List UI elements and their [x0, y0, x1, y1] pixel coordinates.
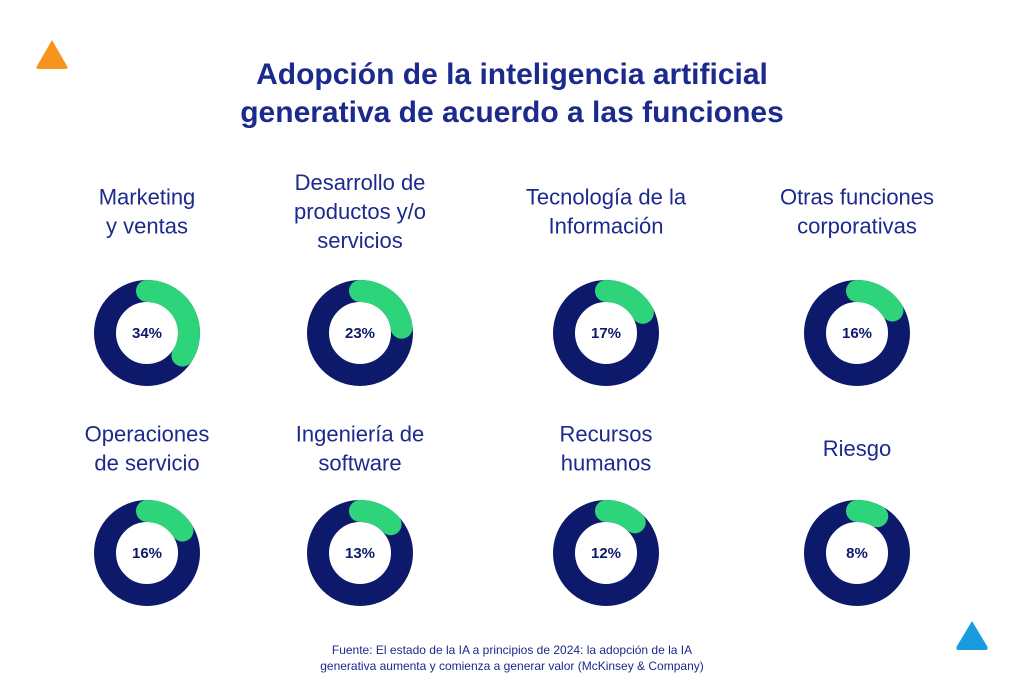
- category-label: Marketing: [99, 184, 196, 209]
- value-label: 16%: [132, 545, 162, 562]
- donut-segment: [136, 280, 200, 367]
- category-label: Otras funciones: [780, 184, 934, 209]
- donut-segment: [595, 500, 646, 534]
- category-label: Ingeniería de: [296, 421, 424, 446]
- value-label: 17%: [591, 325, 621, 342]
- category-label: corporativas: [797, 213, 917, 238]
- source: generativa aumenta y comienza a generar …: [320, 659, 704, 673]
- donut-segment: [349, 500, 402, 536]
- category-label: Riesgo: [823, 436, 891, 461]
- category-label: Recursos: [560, 421, 653, 446]
- value-label: 34%: [132, 325, 162, 342]
- title: generativa de acuerdo a las funciones: [240, 96, 784, 129]
- value-label: 23%: [345, 325, 375, 342]
- value-label: 16%: [842, 325, 872, 342]
- donut-segment: [846, 280, 904, 322]
- category-label: servicios: [317, 228, 403, 253]
- category-label: y ventas: [106, 213, 188, 238]
- category-label: software: [318, 450, 401, 475]
- value-label: 8%: [846, 545, 868, 562]
- category-label: Desarrollo de: [295, 170, 426, 195]
- category-label: Tecnología de la: [526, 184, 687, 209]
- category-label: Operaciones: [85, 421, 210, 446]
- value-label: 12%: [591, 545, 621, 562]
- donut-segment: [136, 500, 194, 542]
- category-label: productos y/o: [294, 199, 426, 224]
- category-label: de servicio: [94, 450, 199, 475]
- decor-triangle: [956, 621, 988, 650]
- source: Fuente: El estado de la IA a principios …: [332, 643, 692, 657]
- donut-segment: [846, 500, 889, 528]
- category-label: humanos: [561, 450, 652, 475]
- value-label: 13%: [345, 545, 375, 562]
- title: Adopción de la inteligencia artificial: [256, 58, 768, 91]
- donut-segment: [595, 280, 654, 324]
- category-label: Información: [549, 213, 664, 238]
- decor-triangle: [36, 40, 68, 69]
- donut-segment: [349, 280, 413, 339]
